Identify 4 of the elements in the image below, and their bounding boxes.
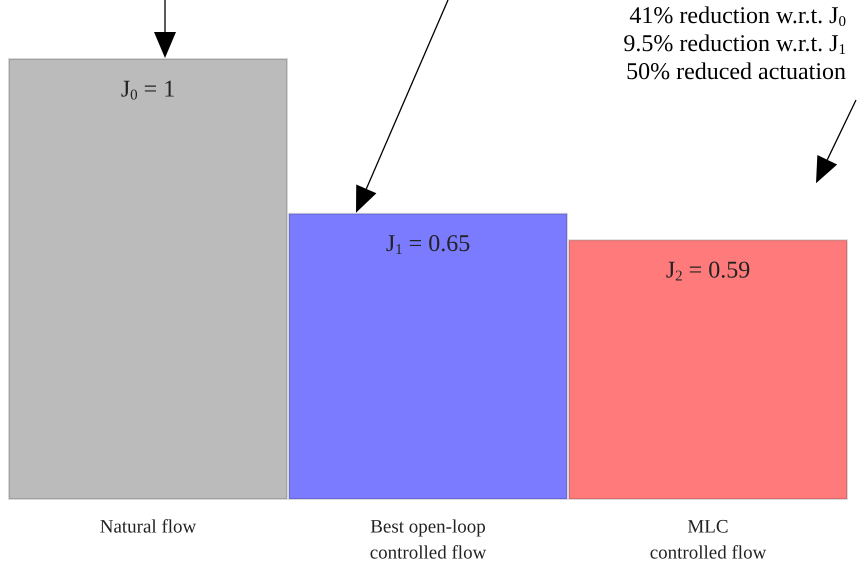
- x-tick-label: Best open-loop controlled flow: [370, 516, 487, 564]
- x-tick-label: Natural flow: [100, 516, 197, 538]
- x-tick-label: MLC controlled flow: [650, 516, 767, 564]
- annotation: 50% reduced actuation: [626, 59, 846, 85]
